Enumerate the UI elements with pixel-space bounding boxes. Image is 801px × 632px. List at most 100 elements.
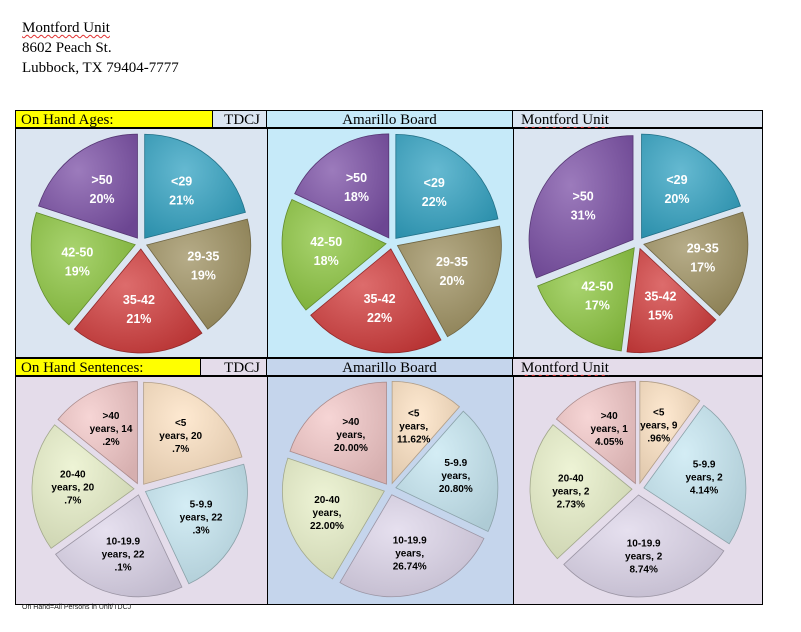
pie-slice-35-42 (73, 248, 203, 354)
pie-slice-20-40 (31, 424, 135, 549)
sentences-tdcj-label: TDCJ (201, 358, 267, 376)
pie-label-10-19.9: 10-19.9 (627, 538, 661, 549)
pie-slice-<5 (391, 380, 461, 485)
pie-label-5-9.9: 5-9.9 (693, 459, 716, 470)
pie-label-20-40: years, (313, 508, 342, 519)
pie-label-<5: .96% (647, 434, 670, 445)
pie-label-<29: <29 (171, 174, 192, 188)
pie-label-29-35: 20% (439, 274, 464, 288)
pie-slice-42-50 (281, 198, 387, 311)
sentences-montford-pie: <5 years, 9 .96% 5-9.9 years, 2 4.14% 10-19.9 y… (529, 380, 747, 598)
ages-amarillo-panel: <29 22% 29-35 20% 35-42 22% 42-50 18% >50 18% (267, 128, 514, 358)
pie-slice->40 (57, 381, 138, 485)
pie-label-35-42: 21% (126, 312, 151, 326)
pie-label->40: 4.05% (595, 437, 623, 448)
sentences-tdcj-panel: <5 years, 20 .7% 5-9.9 years, 22 .3% 10-19.9 ye… (15, 376, 268, 605)
pie-slice-35-42 (310, 248, 442, 354)
pie-label-20-40: 20-40 (60, 470, 86, 481)
pie-label-10-19.9: 8.74% (629, 564, 657, 575)
pie-label-10-19.9: .1% (114, 563, 131, 574)
pie-slice-20-40 (529, 424, 633, 560)
pie-label-42-50: 42-50 (61, 245, 93, 259)
pie-label->50: 18% (344, 190, 369, 204)
pie-label-10-19.9: 10-19.9 (393, 536, 427, 547)
pie-label->50: >50 (91, 173, 112, 187)
ages-title: On Hand Ages: (15, 110, 213, 128)
ages-montford-panel: <29 20% 29-35 17% 35-42 15% 42-50 17% >50 31% (513, 128, 763, 358)
pie-slice-<5 (639, 380, 701, 485)
street-address: 8602 Peach St. (22, 40, 112, 56)
pie-label-<5: years, (399, 422, 428, 433)
pie-slice-10-19.9 (563, 494, 725, 598)
pie-label-10-19.9: years, (395, 549, 424, 560)
sentences-tdcj-pie: <5 years, 20 .7% 5-9.9 years, 22 .3% 10-19.9 ye… (31, 381, 248, 598)
address-block: Montford Unit 8602 Peach St. Lubbock, TX… (22, 18, 179, 78)
pie-label-20-40: 20-40 (314, 495, 340, 506)
pie-label-<29: 21% (169, 193, 194, 207)
ages-tdcj-label: TDCJ (213, 110, 267, 128)
ages-amarillo-label: Amarillo Board (267, 110, 513, 128)
pie-label-5-9.9: 20.80% (439, 484, 473, 495)
pie-label->50: 20% (90, 192, 115, 206)
pie-label-29-35: 29-35 (687, 241, 719, 255)
pie-slice-20-40 (281, 457, 385, 580)
footnote: On Hand=All Persons in Unit/TDCJ (22, 604, 132, 611)
sentences-amarillo-label: Amarillo Board (267, 358, 513, 376)
ages-tdcj-panel: <29 21% 29-35 19% 35-42 21% 42-50 19% >50 20% (15, 128, 268, 358)
pie-label->50: >50 (346, 171, 367, 185)
city-state-zip: Lubbock, TX 79404-7777 (22, 60, 179, 76)
pie-slice->50 (528, 135, 634, 279)
sentences-montford-label: Montford Unit (513, 358, 763, 376)
ages-amarillo-pie: <29 22% 29-35 20% 35-42 22% 42-50 18% >50 18% (281, 133, 502, 354)
pie-label-<29: <29 (424, 176, 445, 190)
pie-slice->50 (38, 133, 138, 239)
pie-label-5-9.9: years, 22 (180, 513, 223, 524)
pie-label-5-9.9: years, 2 (685, 472, 723, 483)
pie-label->40: >40 (601, 411, 618, 422)
pie-label-10-19.9: years, 2 (625, 551, 663, 562)
pie-label-35-42: 35-42 (364, 292, 396, 306)
pie-label-<5: <5 (653, 408, 665, 419)
pie-label-42-50: 17% (585, 298, 610, 312)
pie-slice-42-50 (537, 247, 635, 352)
pie-label-10-19.9: 10-19.9 (106, 537, 140, 548)
pie-label-29-35: 17% (690, 260, 715, 274)
pie-slice-10-19.9 (55, 494, 183, 598)
pie-label-<5: <5 (175, 418, 187, 429)
pie-label-20-40: 22.00% (310, 521, 344, 532)
pie-label-<5: years, 9 (640, 421, 678, 432)
pie-label-<5: .7% (172, 444, 189, 455)
pie-slice-<29 (395, 133, 499, 239)
pie-label-35-42: 35-42 (123, 293, 155, 307)
pie-label-10-19.9: 26.74% (393, 562, 427, 573)
pie-label-20-40: .7% (64, 496, 81, 507)
pie-slice-29-35 (643, 211, 749, 317)
pie-label-20-40: years, 2 (552, 487, 590, 498)
pie-label-5-9.9: 5-9.9 (190, 500, 213, 511)
pie-label-<29: 22% (422, 195, 447, 209)
pie-label-<5: years, 20 (159, 431, 202, 442)
pie-slice-42-50 (30, 212, 136, 326)
pie-label->40: .2% (102, 437, 119, 448)
sentences-montford-panel: <5 years, 9 .96% 5-9.9 years, 2 4.14% 10-19.9 y… (513, 376, 763, 605)
pie-label->40: years, 1 (591, 424, 629, 435)
sentences-amarillo-panel: <5 years, 11.62% 5-9.9 years, 20.80% 10-19.9 ye… (267, 376, 514, 605)
pie-label-35-42: 15% (648, 308, 673, 322)
ages-montford-pie: <29 20% 29-35 17% 35-42 15% 42-50 17% >50 31% (528, 133, 749, 353)
pie-label-20-40: years, 20 (51, 483, 94, 494)
pie-slice-<29 (144, 133, 246, 239)
pie-slice-<5 (143, 381, 243, 485)
ages-tdcj-pie: <29 21% 29-35 19% 35-42 21% 42-50 19% >50 20% (30, 133, 252, 354)
pie-slice-<29 (641, 133, 741, 239)
pie-label-5-9.9: 5-9.9 (444, 458, 467, 469)
pie-label-42-50: 42-50 (581, 279, 613, 293)
pie-label->40: >40 (342, 417, 359, 428)
pie-label-<29: <29 (666, 173, 687, 187)
pie-label-29-35: 19% (191, 268, 216, 282)
pie-label->40: years, 14 (90, 424, 133, 435)
pie-slice-5-9.9 (395, 410, 499, 533)
pie-slice->50 (294, 133, 390, 239)
pie-label->50: >50 (573, 190, 594, 204)
sentences-amarillo-pie: <5 years, 11.62% 5-9.9 years, 20.80% 10-19.9 ye… (281, 380, 499, 598)
pie-label->40: >40 (103, 411, 120, 422)
